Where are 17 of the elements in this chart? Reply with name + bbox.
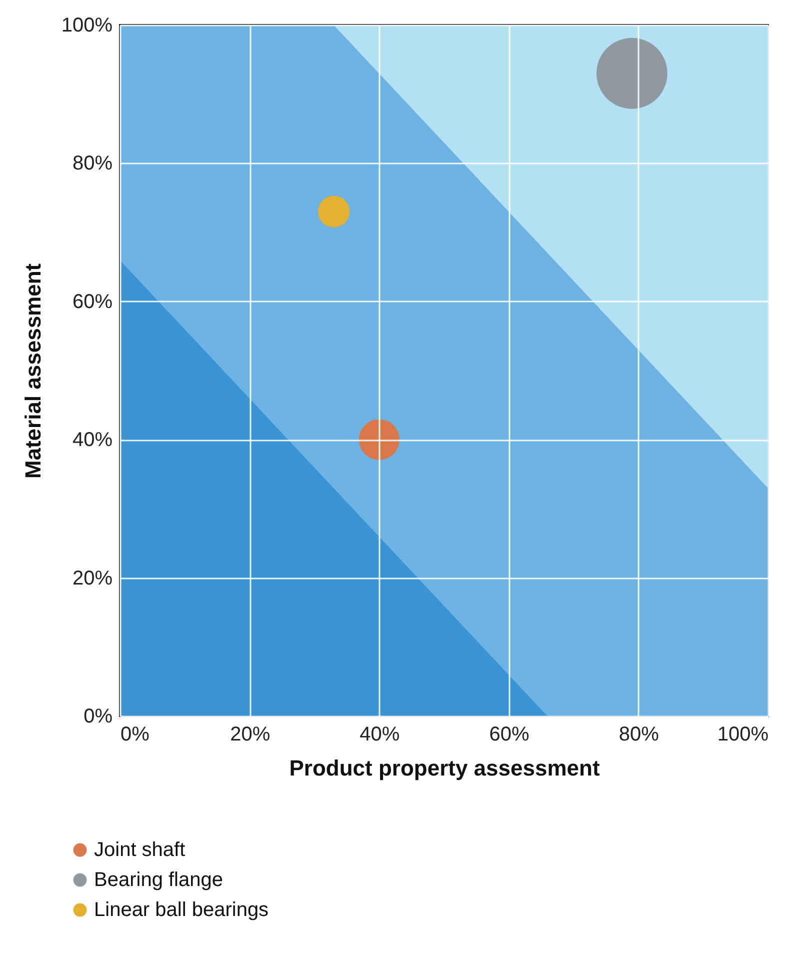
y-tick-label: 60% [72,290,113,313]
y-axis-title: Material assessment [20,262,46,479]
legend-label: Bearing flange [94,869,223,891]
legend-label: Joint shaft [94,839,186,861]
x-tick-label: 20% [230,724,270,746]
x-tick-label: 100% [717,724,769,746]
y-tick-label: 20% [72,567,113,590]
x-tick-label: 60% [489,724,530,746]
y-tick-label: 80% [72,152,113,175]
x-tick-label: 0% [120,724,150,746]
x-axis-title: Product property assessment [289,756,600,780]
legend-label: Linear ball bearings [94,899,269,921]
y-tick-label: 40% [72,429,113,452]
x-tick-label: 80% [618,724,660,746]
x-tick-label: 40% [360,724,400,746]
y-tick-label: 100% [61,14,113,36]
y-tick-label: 0% [84,706,113,728]
